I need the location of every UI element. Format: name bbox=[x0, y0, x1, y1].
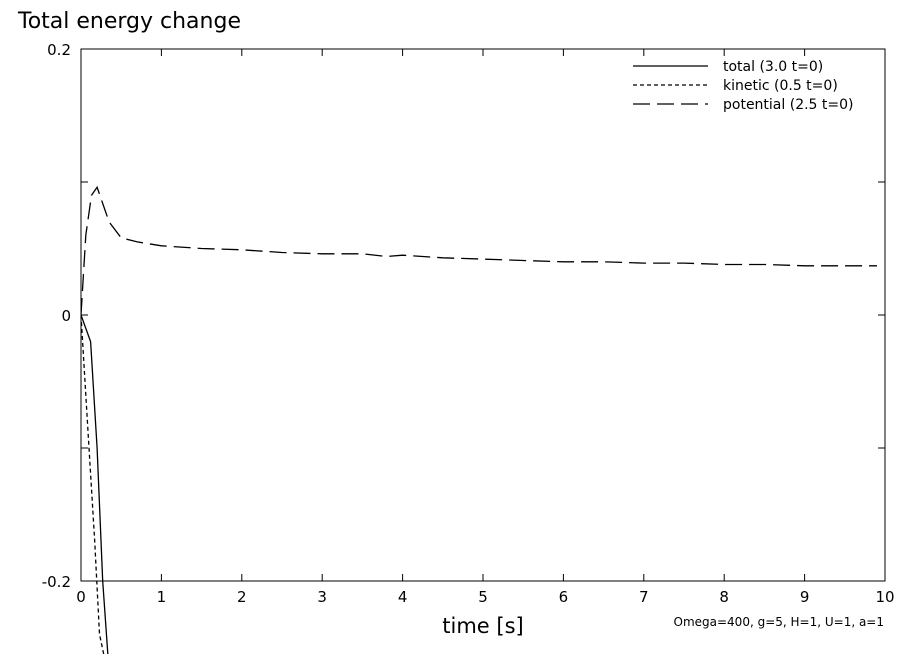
x-tick-label: 4 bbox=[398, 588, 408, 606]
series-line-dotted bbox=[81, 314, 105, 654]
x-tick-label: 3 bbox=[317, 588, 327, 606]
parameters-annotation: Omega=400, g=5, H=1, U=1, a=1 bbox=[674, 615, 885, 629]
x-tick-label: 6 bbox=[559, 588, 569, 606]
plot-area: 0 1 2 3 4 5 6 7 8 9 10 0.2 0 -0.2 total (3.0 t=0) kinet… bbox=[42, 41, 895, 654]
x-tick-label: 2 bbox=[237, 588, 247, 606]
x-tick-label: 9 bbox=[800, 588, 810, 606]
series-line-dashed bbox=[81, 185, 877, 316]
x-axis-label: time [s] bbox=[442, 614, 523, 638]
y-tick-label: 0 bbox=[61, 307, 71, 325]
legend-label: potential (2.5 t=0) bbox=[723, 97, 854, 113]
x-tick-label: 1 bbox=[157, 588, 167, 606]
plot-frame bbox=[80, 48, 886, 582]
series-line-solid bbox=[81, 314, 109, 654]
y-tick-label: 0.2 bbox=[47, 41, 71, 59]
x-tick-label: 8 bbox=[719, 588, 729, 606]
x-tick-label: 0 bbox=[76, 588, 86, 606]
x-tick-label: 7 bbox=[639, 588, 649, 606]
legend-label: total (3.0 t=0) bbox=[723, 59, 823, 75]
x-tick-label: 10 bbox=[875, 588, 894, 606]
legend-label: kinetic (0.5 t=0) bbox=[723, 78, 838, 94]
chart-title: Total energy change bbox=[17, 9, 241, 34]
x-tick-label: 5 bbox=[478, 588, 488, 606]
y-tick-label: -0.2 bbox=[42, 573, 71, 591]
